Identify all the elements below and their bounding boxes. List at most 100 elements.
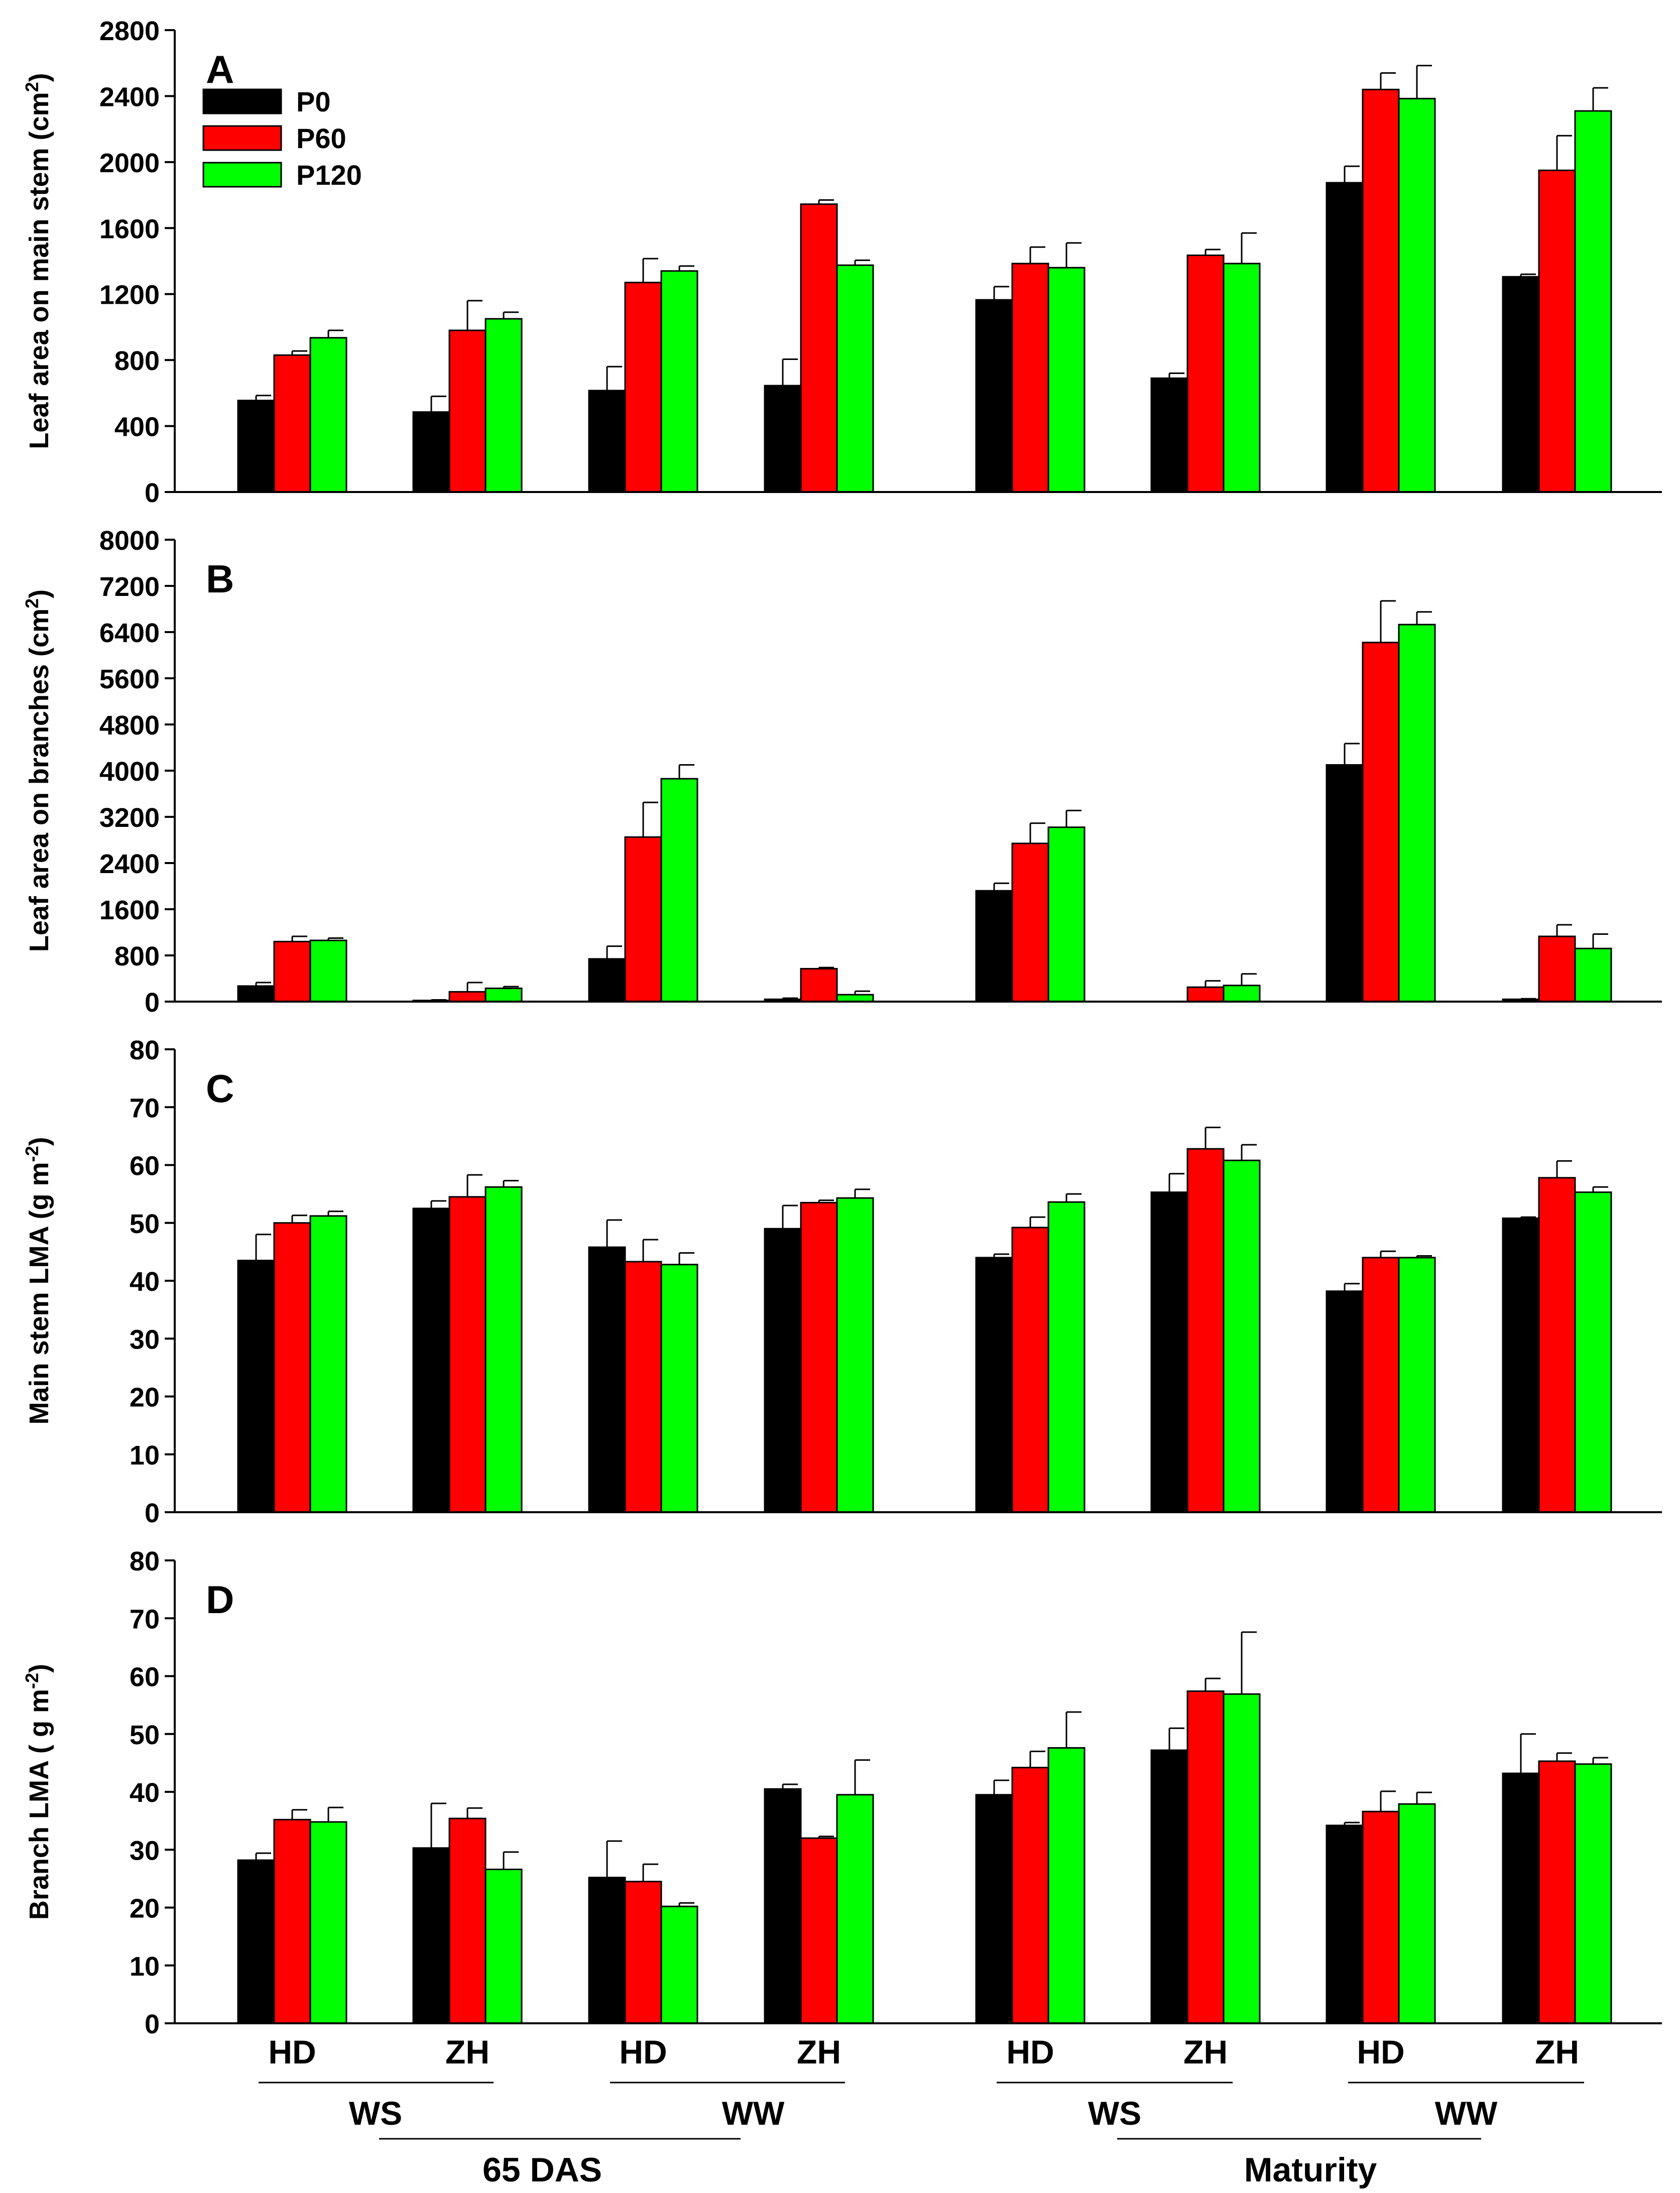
bar-p60-group-5 [1011,842,1049,1003]
bar-p120-group-2 [485,1186,523,1513]
bar-p60-group-3 [624,1261,662,1513]
bar-p120-group-6 [1223,263,1261,493]
bar-p120-group-4 [836,264,874,493]
x-water-label: WS [1088,2095,1141,2132]
bar-p120-group-7 [1398,97,1436,493]
bar-p120-group-1 [309,939,347,1003]
y-tick-label: 50 [130,1720,160,1750]
y-axis-title-superscript: -2 [22,1673,42,1689]
bar-p60-group-2 [448,1196,487,1513]
y-axis-title-superscript: 2 [22,82,42,92]
y-tick-label: 40 [130,1267,160,1297]
bar-p60-group-3 [624,282,662,493]
legend-swatch-p0 [202,88,282,114]
bar-p60-group-2 [448,329,487,493]
bar-p0-group-1 [237,985,275,1003]
y-tick-label: 5600 [99,664,160,694]
bar-p0-group-4 [764,1788,802,2024]
bar-p60-group-8 [1538,1760,1576,2024]
legend-label-p0: P0 [296,86,331,117]
bar-p60-group-5 [1011,1227,1049,1513]
bar-p0-group-7 [1326,1290,1364,1513]
y-tick-label: 2000 [99,148,160,178]
bar-p120-group-5 [1047,826,1086,1003]
y-tick-label: 50 [130,1209,160,1239]
y-tick-label: 8000 [99,526,160,556]
bar-p60-group-5 [1011,263,1049,493]
y-axis-title: Main stem LMA (g m-2) [22,1137,55,1424]
y-tick-label: 30 [130,1836,160,1866]
bar-p120-group-1 [309,337,347,493]
x-cultivar-label: HD [619,2033,667,2070]
bar-p0-group-6 [1150,377,1188,493]
x-stage-label: Maturity [1244,2151,1377,2189]
bar-p0-group-7 [1326,764,1364,1003]
y-tick-label: 6400 [99,618,160,648]
bar-p60-group-2 [448,1817,487,2024]
bar-p120-group-3 [660,778,698,1003]
x-stage-label: 65 DAS [483,2151,602,2189]
y-tick-label: 10 [130,1440,160,1471]
y-tick-label: 0 [145,988,160,1018]
y-axis-title-superscript: 2 [22,598,42,608]
bar-p120-group-2 [485,318,523,493]
bar-p120-group-3 [660,1264,698,1513]
bar-p120-group-7 [1398,1257,1436,1513]
legend-swatch-p120 [202,162,282,188]
y-tick-label: 0 [145,478,160,508]
y-axis-title-tail: ) [24,589,54,598]
x-axis-labels: HD ZH HD ZH HD ZH HD ZH WS WW WS WW 65 DAS Maturity [259,2033,1584,2189]
bar-p60-group-3 [624,1881,662,2024]
panel-letter: C [206,1066,234,1111]
panel-C: 0 10 20 30 40 50 60 70 80 C Main stem LMA (g m-2) [22,1035,1662,1528]
y-tick-label: 20 [130,1383,160,1413]
y-tick-label: 60 [130,1662,160,1692]
bar-p60-group-4 [800,1201,838,1513]
x-cultivar-label: HD [1006,2033,1054,2070]
bar-p0-group-3 [588,958,626,1003]
bar-p60-group-1 [273,1818,311,2024]
y-tick-label: 800 [114,346,160,376]
bar-p120-group-1 [309,1821,347,2024]
bar-p60-group-7 [1362,1257,1400,1513]
y-axis-title-tail: ) [24,1664,54,1673]
panel-letter: D [206,1577,234,1622]
bar-p0-group-8 [1502,1772,1540,2024]
y-tick-label: 800 [114,941,160,971]
x-cultivar-label: HD [1357,2033,1404,2070]
legend-label-p120: P120 [296,159,362,191]
bar-p0-group-7 [1326,1824,1364,2024]
bar-p60-group-6 [1186,1690,1225,2024]
bar-p60-group-4 [800,967,838,1003]
bar-p120-group-1 [309,1215,347,1513]
bar-p120-group-7 [1398,1803,1436,2024]
x-water-label: WW [1435,2095,1498,2132]
bar-p120-group-6 [1223,1693,1261,2024]
x-cultivar-label: ZH [797,2033,841,2070]
x-cultivar-label: ZH [1535,2033,1579,2070]
bar-p120-group-6 [1223,1159,1261,1513]
y-tick-label: 70 [130,1093,160,1123]
bar-p60-group-8 [1538,169,1576,493]
x-water-label: WW [722,2095,785,2132]
bar-p60-group-7 [1362,1810,1400,2024]
y-axis-title-tail: ) [24,73,54,82]
y-axis-title-tail: ) [24,1137,54,1146]
y-tick-label: 3200 [99,803,160,833]
bar-p120-group-4 [836,1197,874,1513]
panel-D: 0 10 20 30 40 50 60 70 80 D Branch LMA ( g m-2) [22,1546,1662,2039]
bar-p60-group-3 [624,836,662,1003]
bar-p0-group-1 [237,400,275,493]
bar-p60-group-4 [800,1837,838,2024]
bar-p120-group-3 [660,1905,698,2024]
bar-p60-group-6 [1186,986,1225,1003]
panel-A: 0 400 800 1200 1600 2000 2400 2800 A Leaf area on… [22,16,1662,508]
y-tick-label: 7200 [99,572,160,602]
y-tick-label: 1600 [99,895,160,925]
x-cultivar-label: HD [268,2033,316,2070]
bar-p60-group-1 [273,354,311,493]
y-tick-label: 20 [130,1894,160,1924]
bar-p120-group-8 [1574,1191,1612,1513]
bar-p120-group-5 [1047,267,1086,493]
